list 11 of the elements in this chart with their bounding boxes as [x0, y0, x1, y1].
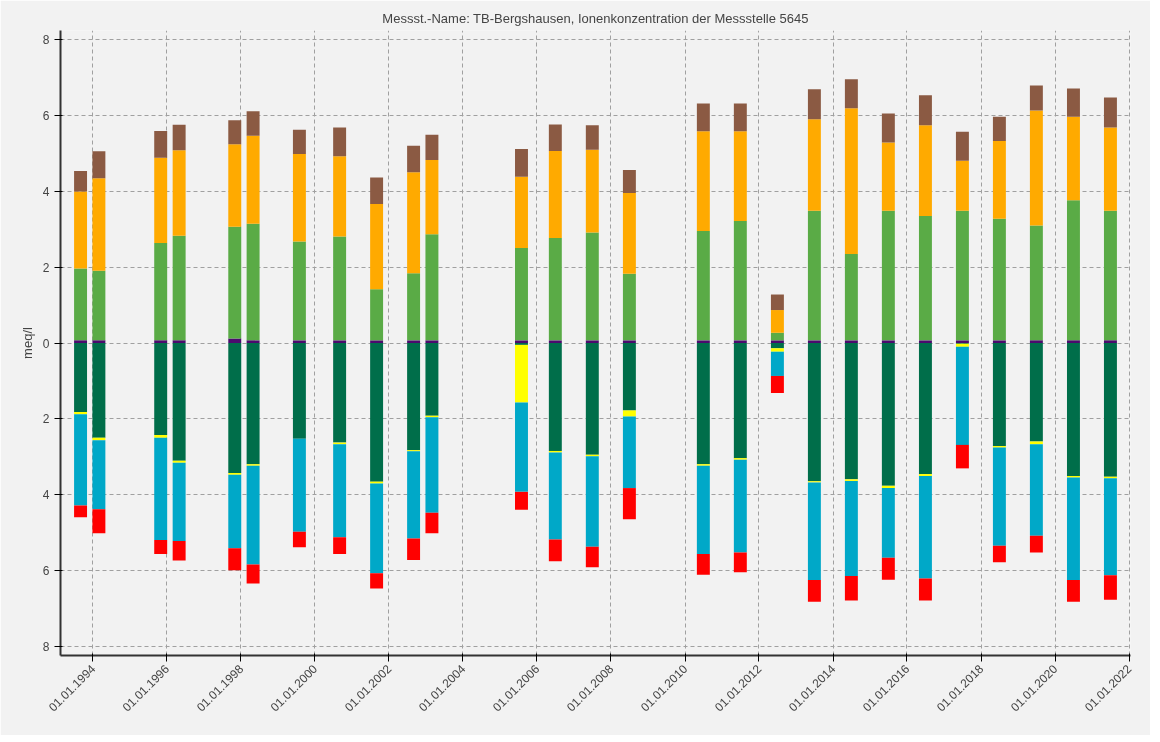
y-tick-label: 2 [42, 260, 50, 275]
y-tick-label: 0 [42, 336, 50, 351]
y-axis-title: meq/l [19, 326, 35, 359]
chart-title: Messst.-Name: TB-Bergshausen, Ionenkonzentration der Messstelle 5645 [382, 10, 809, 26]
y-tick-label: 8 [42, 33, 50, 48]
y-tick-label: 6 [42, 109, 50, 124]
y-tick-label: 6 [42, 563, 50, 578]
y-tick-label: 2 [42, 412, 50, 427]
y-tick-label: 8 [42, 639, 50, 654]
y-tick-label: 4 [42, 488, 50, 503]
y-tick-label: 4 [42, 184, 50, 199]
